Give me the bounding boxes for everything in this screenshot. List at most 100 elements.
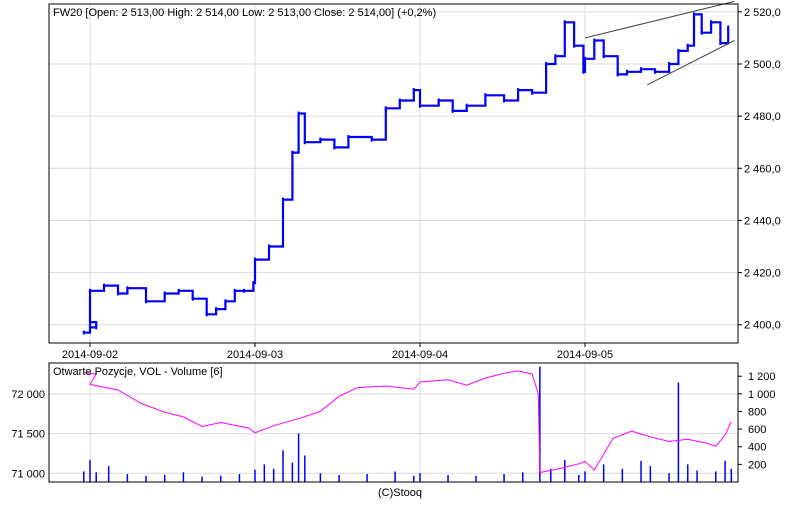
volume-right-ticks: 200 400 600 800 1 000 1 200: [738, 371, 776, 471]
volume-bar: [272, 468, 275, 482]
trendline: [647, 40, 735, 86]
volume-bar: [394, 471, 396, 482]
volume-bar: [291, 462, 294, 482]
price-point: [291, 150, 294, 155]
price-point: [347, 134, 350, 139]
volume-bar: [145, 475, 147, 482]
price-point: [412, 88, 415, 93]
price-point: [145, 299, 148, 304]
price-point: [700, 30, 703, 35]
open-interest-line: [83, 370, 732, 474]
price-point: [398, 98, 401, 103]
price-point: [584, 56, 586, 61]
price-point: [668, 61, 671, 66]
volume-panel-title: Otwarte Pozycje, VOL - Volume [6]: [53, 366, 223, 378]
volume-bar: [621, 468, 624, 482]
volume-bar: [730, 468, 733, 482]
price-point: [177, 288, 180, 293]
price-point: [727, 25, 730, 30]
price-point: [254, 257, 256, 262]
volume-bar: [584, 471, 586, 482]
volume-bar: [338, 474, 340, 482]
price-point: [103, 283, 106, 288]
price-point: [233, 288, 236, 293]
volume-bar: [297, 433, 300, 482]
price-point: [484, 93, 487, 98]
price-trendlines: [584, 0, 735, 86]
volume-panel-frame: [48, 362, 739, 483]
price-point: [654, 69, 657, 74]
volume-bar: [83, 471, 85, 482]
price-y-tick-label: 2 420,0: [744, 268, 781, 280]
volume-bar: [319, 473, 322, 482]
price-point: [333, 145, 336, 150]
price-point: [545, 61, 548, 66]
price-point: [163, 291, 166, 296]
price-point: [303, 140, 306, 145]
price-point: [370, 137, 373, 142]
volume-bar: [475, 475, 477, 482]
volume-bar: [677, 382, 680, 482]
price-point: [215, 307, 218, 312]
volume-right-tick-label: 600: [748, 424, 766, 436]
price-point: [384, 106, 387, 111]
price-point: [243, 288, 246, 293]
price-point: [319, 137, 322, 142]
volume-bar: [602, 464, 605, 482]
price-y-tick-label: 2 400,0: [744, 320, 781, 332]
price-point: [573, 43, 576, 48]
price-point: [82, 330, 85, 335]
volume-bar: [521, 472, 524, 482]
volume-bar: [220, 475, 222, 482]
volume-bar: [447, 474, 449, 482]
price-x-tick-label: 2014-09-02: [62, 349, 118, 361]
volume-right-tick-label: 1 200: [748, 371, 776, 383]
price-point: [626, 69, 629, 74]
price-point: [616, 72, 619, 77]
volume-left-tick-label: 71 500: [11, 429, 45, 441]
volume-bar: [107, 466, 110, 482]
price-point: [465, 103, 468, 108]
price-point: [593, 38, 596, 43]
volume-bar: [715, 471, 717, 482]
price-panel-frame: [48, 3, 739, 344]
volume-bar: [89, 459, 91, 482]
volume-bar: [550, 468, 552, 482]
open-interest-series: [83, 370, 732, 474]
price-x-tick-label: 2014-09-05: [557, 349, 613, 361]
price-y-ticks: 2 400,0 2 420,0 2 440,0 2 460,0 2 480,0 2 500…: [738, 7, 781, 332]
price-point: [117, 291, 120, 296]
price-point: [503, 98, 506, 103]
volume-bar: [304, 455, 306, 482]
price-x-tick-label: 2014-09-03: [227, 349, 283, 361]
volume-bar: [503, 474, 505, 482]
volume-right-tick-label: 200: [748, 459, 766, 471]
price-point: [517, 88, 520, 93]
volume-bar: [282, 450, 284, 482]
price-point: [677, 48, 680, 53]
volume-bar: [649, 466, 652, 482]
volume-bar: [696, 470, 698, 482]
price-point: [692, 12, 695, 17]
trendline: [584, 0, 735, 39]
price-point: [297, 111, 300, 116]
price-point: [268, 244, 271, 249]
price-y-tick-label: 2 460,0: [744, 163, 781, 175]
price-point: [224, 299, 227, 304]
volume-bar: [539, 366, 541, 482]
price-point: [252, 281, 255, 286]
price-point: [451, 108, 454, 113]
price-point: [437, 98, 440, 103]
price-y-tick-label: 2 440,0: [744, 215, 781, 227]
volume-bar: [724, 460, 726, 482]
copyright-footer: (C)Stooq: [378, 487, 422, 499]
price-x-ticks: 2014-09-02 2014-09-03 2014-09-04 2014-09-05: [62, 343, 613, 361]
price-point: [640, 67, 643, 72]
volume-bar: [182, 472, 185, 482]
price-point: [126, 286, 129, 291]
price-point: [686, 43, 689, 48]
volume-bar: [668, 473, 670, 482]
volume-bar: [95, 472, 97, 482]
